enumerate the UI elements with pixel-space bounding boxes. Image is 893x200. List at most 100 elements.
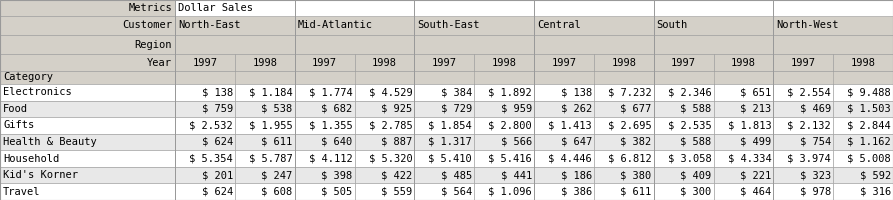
Bar [773, 117, 833, 134]
Bar [295, 150, 355, 167]
Bar [714, 134, 773, 150]
Bar [0, 167, 175, 183]
Text: $ 262: $ 262 [561, 104, 592, 114]
Bar [175, 101, 235, 117]
Text: South: South [656, 21, 688, 30]
Bar [295, 167, 355, 183]
Bar [594, 54, 654, 71]
Text: $ 682: $ 682 [321, 104, 353, 114]
Bar [714, 183, 773, 200]
Text: $ 651: $ 651 [740, 87, 772, 97]
Bar [654, 150, 714, 167]
Bar [0, 134, 175, 150]
Text: 1997: 1997 [192, 58, 217, 68]
Text: $ 2.785: $ 2.785 [369, 120, 413, 130]
Text: $ 538: $ 538 [262, 104, 293, 114]
Bar [175, 183, 235, 200]
Bar [414, 117, 474, 134]
Text: $ 247: $ 247 [262, 170, 293, 180]
Text: $ 611: $ 611 [262, 137, 293, 147]
Text: $ 469: $ 469 [800, 104, 831, 114]
Text: Travel: Travel [3, 187, 40, 197]
Text: $ 608: $ 608 [262, 187, 293, 197]
Bar [654, 117, 714, 134]
Bar [175, 117, 235, 134]
Bar [0, 16, 175, 35]
Bar [355, 117, 414, 134]
Text: $ 5.787: $ 5.787 [249, 154, 293, 164]
Bar [0, 71, 893, 84]
Text: $ 323: $ 323 [800, 170, 831, 180]
Bar [833, 84, 893, 101]
Bar [654, 183, 714, 200]
Text: $ 7.232: $ 7.232 [608, 87, 652, 97]
Bar [474, 134, 534, 150]
Text: $ 2.132: $ 2.132 [788, 120, 831, 130]
Text: $ 1.854: $ 1.854 [429, 120, 472, 130]
Text: $ 213: $ 213 [740, 104, 772, 114]
Text: $ 5.410: $ 5.410 [429, 154, 472, 164]
Text: Gifts: Gifts [3, 120, 34, 130]
Bar [714, 84, 773, 101]
Text: $ 316: $ 316 [860, 187, 891, 197]
Bar [175, 167, 235, 183]
Bar [534, 117, 594, 134]
Text: $ 138: $ 138 [561, 87, 592, 97]
Bar [534, 101, 594, 117]
Bar [773, 16, 893, 35]
Text: $ 588: $ 588 [680, 137, 712, 147]
Text: Category: Category [3, 72, 53, 82]
Bar [175, 150, 235, 167]
Bar [474, 101, 534, 117]
Text: Electronics: Electronics [3, 87, 71, 97]
Bar [175, 16, 295, 35]
Text: 1997: 1997 [312, 58, 337, 68]
Bar [295, 84, 355, 101]
Bar [654, 101, 714, 117]
Bar [773, 54, 833, 71]
Text: $ 186: $ 186 [561, 170, 592, 180]
Bar [355, 101, 414, 117]
Bar [534, 16, 654, 35]
Bar [654, 167, 714, 183]
Bar [534, 167, 594, 183]
Text: $ 5.416: $ 5.416 [488, 154, 532, 164]
Bar [0, 117, 175, 134]
Text: 1997: 1997 [790, 58, 815, 68]
Text: 1997: 1997 [551, 58, 576, 68]
Text: $ 4.112: $ 4.112 [309, 154, 353, 164]
Text: Mid-Atlantic: Mid-Atlantic [297, 21, 372, 30]
Bar [355, 54, 414, 71]
Text: Household: Household [3, 154, 59, 164]
Text: $ 1.503: $ 1.503 [847, 104, 891, 114]
Text: $ 2.695: $ 2.695 [608, 120, 652, 130]
Text: $ 592: $ 592 [860, 170, 891, 180]
Bar [594, 150, 654, 167]
Text: $ 5.008: $ 5.008 [847, 154, 891, 164]
Text: $ 1.317: $ 1.317 [429, 137, 472, 147]
Text: $ 754: $ 754 [800, 137, 831, 147]
Bar [773, 84, 833, 101]
Bar [594, 134, 654, 150]
Bar [414, 134, 474, 150]
Bar [295, 16, 414, 35]
Bar [235, 167, 295, 183]
Bar [833, 183, 893, 200]
Text: $ 422: $ 422 [381, 170, 413, 180]
Bar [235, 134, 295, 150]
Bar [534, 84, 594, 101]
Bar [0, 84, 175, 101]
Bar [714, 101, 773, 117]
Text: $ 1.184: $ 1.184 [249, 87, 293, 97]
Bar [833, 150, 893, 167]
Bar [355, 150, 414, 167]
Text: $ 978: $ 978 [800, 187, 831, 197]
Bar [534, 150, 594, 167]
Text: $ 2.800: $ 2.800 [488, 120, 532, 130]
Bar [414, 101, 474, 117]
Text: Year: Year [147, 58, 172, 68]
Text: 1998: 1998 [491, 58, 516, 68]
Text: $ 6.812: $ 6.812 [608, 154, 652, 164]
Bar [0, 0, 175, 16]
Text: $ 729: $ 729 [441, 104, 472, 114]
